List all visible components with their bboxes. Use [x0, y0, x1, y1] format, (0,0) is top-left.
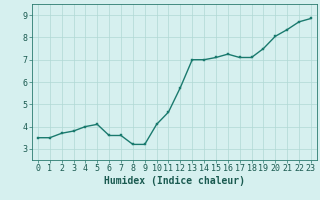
X-axis label: Humidex (Indice chaleur): Humidex (Indice chaleur): [104, 176, 245, 186]
